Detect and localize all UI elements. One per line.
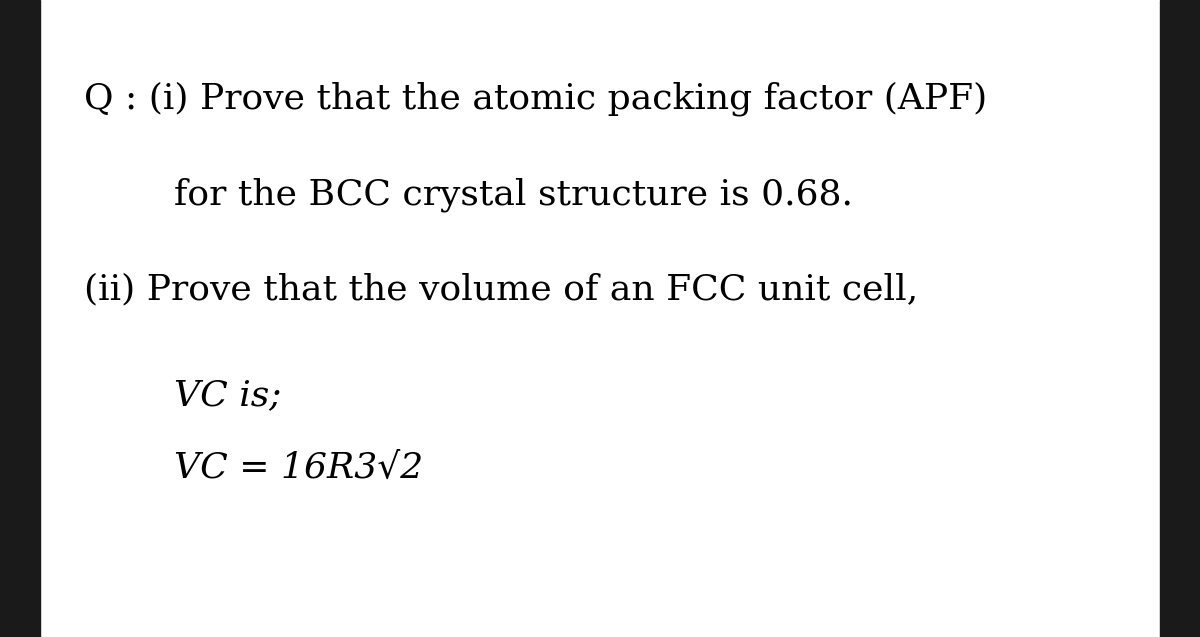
Text: for the BCC crystal structure is 0.68.: for the BCC crystal structure is 0.68. bbox=[174, 177, 853, 211]
Bar bbox=[0, 0, 40, 637]
Text: VC = 16R3√2: VC = 16R3√2 bbox=[174, 451, 424, 485]
Text: Q : (i) Prove that the atomic packing factor (APF): Q : (i) Prove that the atomic packing fa… bbox=[84, 82, 988, 116]
Text: (ii) Prove that the volume of an FCC unit cell,: (ii) Prove that the volume of an FCC uni… bbox=[84, 273, 918, 307]
Bar bbox=[1160, 0, 1200, 637]
Text: VC is;: VC is; bbox=[174, 378, 281, 412]
